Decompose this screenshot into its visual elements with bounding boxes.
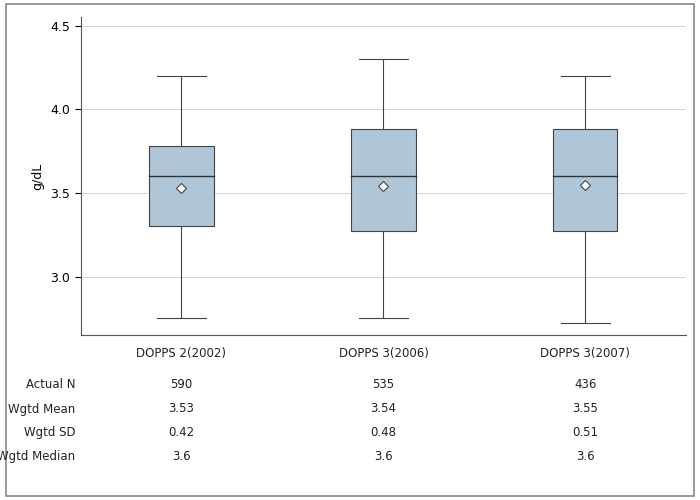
Text: Actual N: Actual N	[26, 378, 76, 390]
Text: DOPPS 2(2002): DOPPS 2(2002)	[136, 348, 226, 360]
Text: 0.48: 0.48	[370, 426, 397, 439]
Text: Wgtd SD: Wgtd SD	[24, 426, 76, 439]
Text: 3.6: 3.6	[172, 450, 190, 463]
Text: 590: 590	[170, 378, 192, 390]
Text: Wgtd Median: Wgtd Median	[0, 450, 76, 463]
Text: 0.42: 0.42	[168, 426, 195, 439]
Text: 3.54: 3.54	[370, 402, 397, 415]
Text: 0.51: 0.51	[572, 426, 598, 439]
Text: DOPPS 3(2007): DOPPS 3(2007)	[540, 348, 630, 360]
Text: 3.6: 3.6	[576, 450, 594, 463]
FancyBboxPatch shape	[553, 130, 617, 232]
Text: 535: 535	[372, 378, 395, 390]
Text: 3.6: 3.6	[374, 450, 393, 463]
Text: DOPPS 3(2006): DOPPS 3(2006)	[339, 348, 428, 360]
Y-axis label: g/dL: g/dL	[32, 162, 45, 190]
Text: 3.53: 3.53	[169, 402, 194, 415]
Text: 436: 436	[574, 378, 596, 390]
Text: Wgtd Mean: Wgtd Mean	[8, 402, 76, 415]
FancyBboxPatch shape	[149, 146, 214, 226]
Text: 3.55: 3.55	[573, 402, 598, 415]
FancyBboxPatch shape	[351, 130, 416, 232]
